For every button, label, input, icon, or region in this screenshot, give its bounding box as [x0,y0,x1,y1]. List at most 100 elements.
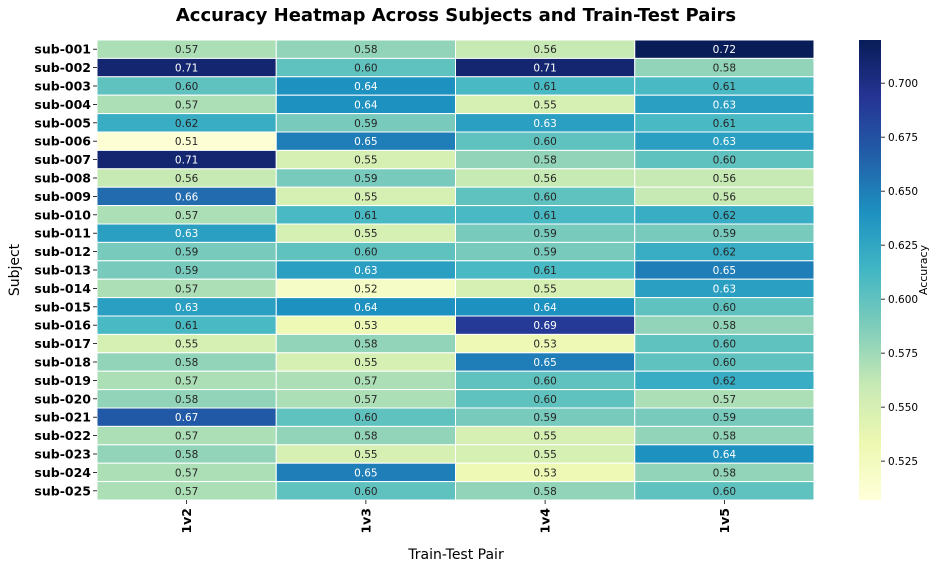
cell-value-label: 0.59 [713,228,736,240]
colorbar-tick-label: 0.650 [888,186,918,198]
cell-value-label: 0.58 [713,431,736,443]
y-tick-label: sub-020 [34,391,91,406]
y-tick-label: sub-012 [34,244,91,259]
cell-value-label: 0.66 [175,191,199,203]
cell-value-label: 0.69 [533,320,556,332]
cell-value-label: 0.59 [354,118,377,130]
cell-value-label: 0.65 [713,265,736,277]
y-axis-label: Subject [7,243,23,296]
y-tick-label: sub-008 [34,171,91,186]
cell-value-label: 0.55 [533,99,556,111]
cell-value-label: 0.59 [533,412,556,424]
cell-value-label: 0.65 [533,357,556,369]
cell-value-label: 0.58 [175,394,198,406]
y-tick-label: sub-019 [34,373,91,388]
cell-value-label: 0.57 [175,210,198,222]
y-tick-label: sub-007 [34,152,91,167]
cell-value-label: 0.63 [713,136,736,148]
cell-value-label: 0.52 [354,283,377,295]
cell-value-label: 0.55 [354,228,377,240]
cell-value-label: 0.58 [533,155,556,167]
cell-value-label: 0.61 [533,81,556,93]
cell-value-label: 0.55 [354,449,377,461]
colorbar-tick-label: 0.600 [888,294,918,306]
cell-value-label: 0.60 [533,136,556,148]
cell-value-label: 0.60 [713,357,736,369]
cell-value-label: 0.59 [175,247,198,259]
cell-value-label: 0.55 [175,339,198,351]
cell-value-label: 0.60 [354,486,377,498]
colorbar-ticks: 0.525 0.550 0.575 0.600 0.625 0.650 0.675 0.700 [881,78,918,468]
colorbar-tick-label: 0.575 [888,348,918,360]
cell-value-label: 0.58 [713,467,736,479]
x-tick-label: 1v3 [358,508,373,534]
y-tick-label: sub-004 [34,97,91,112]
x-tick-label: 1v5 [717,508,732,534]
cell-value-label: 0.55 [354,155,377,167]
cell-value-label: 0.64 [533,302,557,314]
x-tick-label: 1v4 [538,508,553,534]
y-tick-label: sub-006 [34,134,91,149]
cell-value-label: 0.60 [533,375,556,387]
cell-value-label: 0.56 [533,44,557,56]
cell-value-label: 0.58 [713,320,736,332]
colorbar-tick-label: 0.625 [888,240,918,252]
colorbar [859,40,881,500]
cell-value-label: 0.64 [354,99,378,111]
cell-value-label: 0.59 [175,265,198,277]
cell-value-label: 0.60 [354,247,377,259]
cell-value-label: 0.56 [713,173,737,185]
cell-value-label: 0.60 [533,191,556,203]
cell-value-label: 0.59 [713,412,736,424]
colorbar-tick-label: 0.700 [888,78,918,90]
cell-value-label: 0.57 [175,99,198,111]
cell-value-label: 0.53 [354,320,377,332]
y-tick-label: sub-022 [34,428,91,443]
cell-value-label: 0.57 [175,431,198,443]
y-tick-label: sub-010 [34,207,91,222]
heatmap-cells: 0.57 0.58 0.56 0.72 0.71 0.60 0.71 0.58 0.60 0.64… [96,39,815,501]
cell-value-label: 0.55 [533,431,556,443]
cell-value-label: 0.63 [354,265,377,277]
cell-value-label: 0.55 [354,357,377,369]
cell-value-label: 0.64 [354,81,378,93]
y-tick-label: sub-025 [34,483,91,498]
cell-value-label: 0.67 [175,412,198,424]
y-tick-label: sub-011 [34,226,91,241]
cell-value-label: 0.60 [175,81,198,93]
y-tick-labels: sub-001 sub-002 sub-003 sub-004 sub-005 sub-0… [34,42,97,498]
cell-value-label: 0.62 [713,247,736,259]
cell-value-label: 0.57 [175,44,198,56]
cell-value-label: 0.60 [713,155,736,167]
cell-value-label: 0.58 [354,431,377,443]
cell-value-label: 0.61 [354,210,377,222]
colorbar-tick-label: 0.675 [888,132,918,144]
cell-value-label: 0.59 [533,228,556,240]
y-tick-label: sub-002 [34,60,91,75]
x-tick-label: 1v2 [179,508,194,534]
cell-value-label: 0.63 [713,283,736,295]
cell-value-label: 0.71 [533,63,556,75]
cell-value-label: 0.58 [533,486,556,498]
y-tick-label: sub-013 [34,263,91,278]
y-tick-label: sub-009 [34,189,91,204]
cell-value-label: 0.57 [175,283,198,295]
cell-value-label: 0.59 [354,173,377,185]
colorbar-tick-label: 0.550 [888,402,918,414]
cell-value-label: 0.58 [354,339,377,351]
x-axis-label: Train-Test Pair [407,547,504,563]
cell-value-label: 0.57 [175,375,198,387]
cell-value-label: 0.53 [533,339,556,351]
cell-value-label: 0.61 [533,210,556,222]
cell-value-label: 0.57 [175,486,198,498]
cell-value-label: 0.60 [354,412,377,424]
cell-value-label: 0.72 [713,44,736,56]
cell-value-label: 0.60 [713,339,736,351]
cell-value-label: 0.57 [713,394,736,406]
cell-value-label: 0.56 [533,173,557,185]
cell-value-label: 0.65 [354,467,377,479]
cell-value-label: 0.64 [354,302,378,314]
cell-value-label: 0.61 [175,320,198,332]
cell-value-label: 0.57 [354,375,377,387]
